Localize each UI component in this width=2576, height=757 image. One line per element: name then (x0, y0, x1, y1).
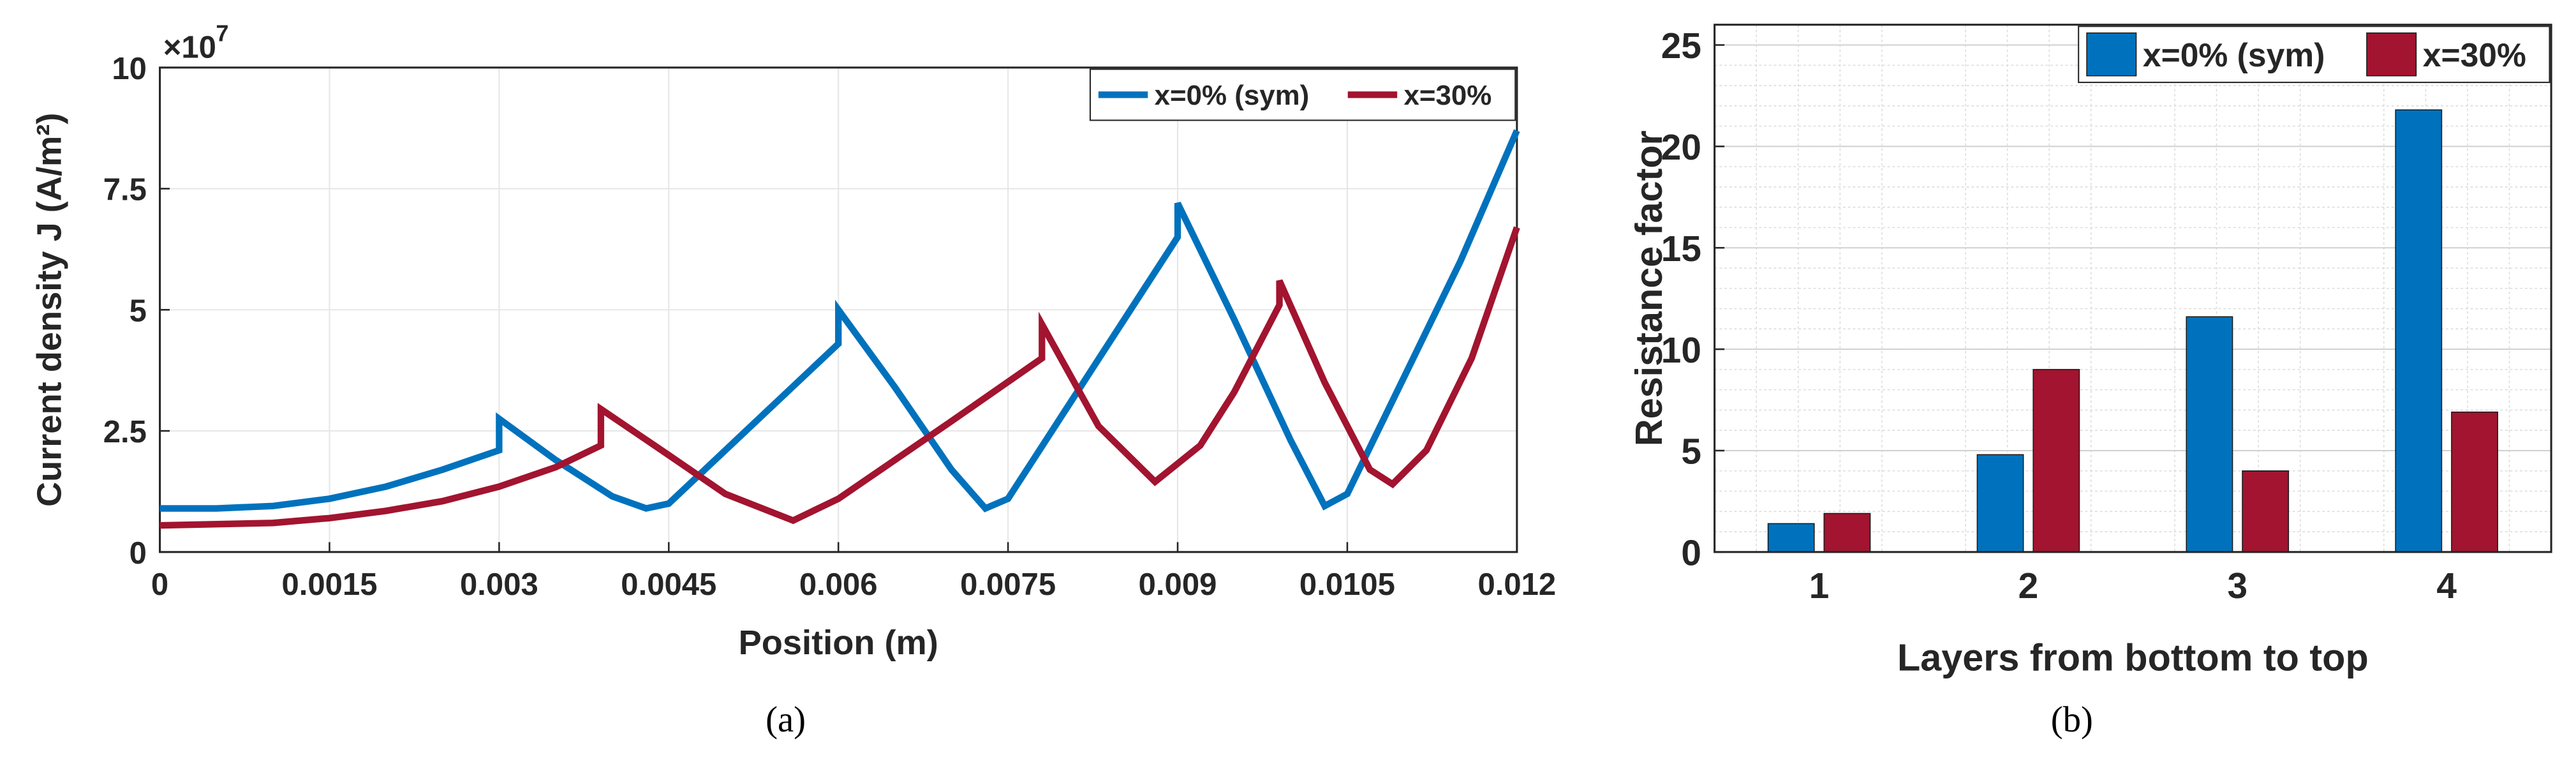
y-tick-label: 2.5 (103, 415, 147, 449)
x-tick-label: 0.0045 (621, 567, 716, 602)
legend-swatch (2086, 32, 2137, 77)
y-tick-label: 15 (1661, 229, 1701, 269)
x-tick-label: 0 (151, 567, 168, 602)
x-tick-label: 0.0105 (1299, 567, 1395, 602)
y-tick-label: 20 (1661, 128, 1701, 168)
legend-box (1089, 68, 1516, 121)
y-axis-label: Resistance factor (1627, 130, 1670, 446)
exponent-base: ×10 (163, 30, 216, 64)
y-tick-label: 5 (130, 294, 147, 328)
y-axis-label: Current density J (A/m²) (31, 113, 69, 507)
legend-label: x=0% (sym) (1155, 80, 1310, 111)
x-axis-label: Position (m) (739, 624, 938, 662)
y-tick-label: 5 (1681, 432, 1701, 472)
x-axis-label: Layers from bottom to top (1897, 636, 2369, 679)
legend-label: x=0% (sym) (2143, 36, 2325, 73)
x-tick-label: 0.006 (799, 567, 878, 602)
exponent-power: 7 (216, 20, 228, 47)
caption: (a) (766, 700, 806, 740)
bar (2395, 109, 2443, 553)
legend-box (2078, 26, 2550, 84)
bar (2242, 470, 2290, 553)
x-tick-label: 4 (2436, 566, 2457, 606)
x-tick-label: 0.0075 (960, 567, 1056, 602)
legend-swatch (2366, 32, 2417, 77)
x-tick-label: 0.003 (460, 567, 538, 602)
bar (2451, 411, 2498, 553)
bar (1767, 523, 1815, 553)
x-tick-label: 3 (2228, 566, 2248, 606)
x-tick-label: 1 (1809, 566, 1830, 606)
y-tick-label: 0 (130, 536, 147, 571)
x-tick-label: 0.0015 (281, 567, 377, 602)
bar (1823, 513, 1871, 553)
x-tick-label: 2 (2018, 566, 2039, 606)
x-tick-label: 0.009 (1139, 567, 1217, 602)
axes-box (159, 66, 1518, 553)
axes-box (1714, 24, 2552, 553)
y-tick-label: 10 (112, 52, 147, 86)
y-tick-label: 7.5 (103, 173, 147, 207)
bar (2032, 369, 2080, 553)
series-line (159, 226, 1520, 529)
y-tick-label: 25 (1661, 26, 1701, 66)
legend-label: x=30% (2423, 36, 2526, 73)
caption: (b) (2051, 700, 2093, 740)
bar (1976, 454, 2024, 553)
y-tick-label: 10 (1661, 331, 1701, 371)
y-tick-label: 0 (1681, 533, 1701, 573)
series-line (159, 129, 1520, 513)
x-tick-label: 0.012 (1477, 567, 1556, 602)
legend-label: x=30% (1403, 80, 1492, 111)
bar (2186, 316, 2233, 553)
